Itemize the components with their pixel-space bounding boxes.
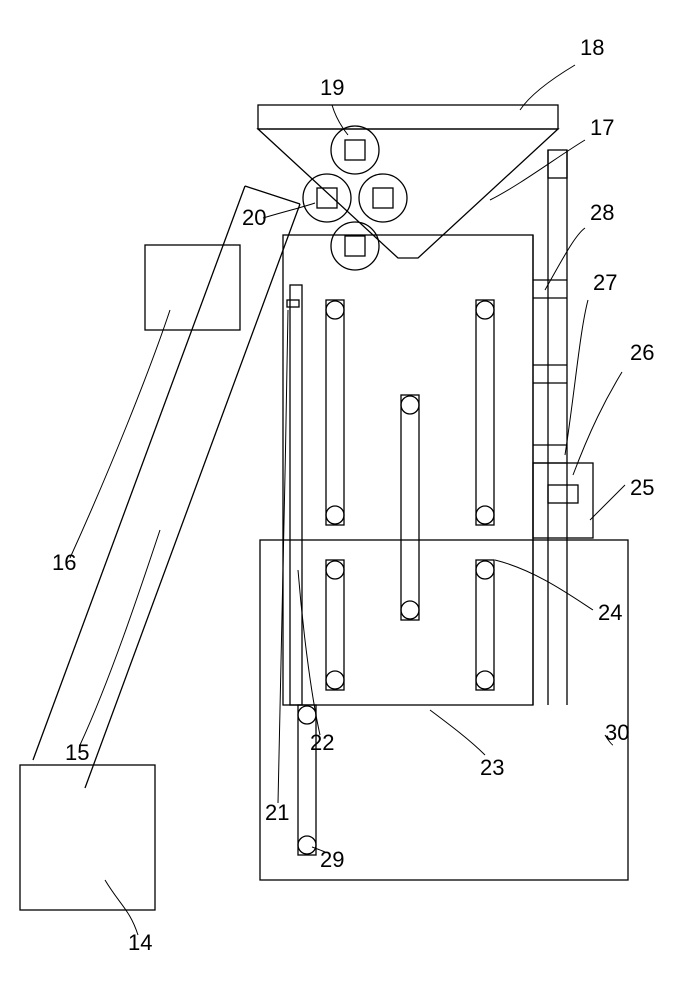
label-19: 19 bbox=[320, 75, 344, 100]
left-partition bbox=[290, 285, 302, 705]
label-16: 16 bbox=[52, 550, 76, 575]
right-stack bbox=[533, 150, 593, 705]
leaders bbox=[70, 65, 625, 935]
label-23: 23 bbox=[480, 755, 504, 780]
label-20: 20 bbox=[242, 205, 266, 230]
belt-assemblies bbox=[326, 300, 494, 690]
rollers bbox=[303, 126, 407, 270]
motor-block bbox=[145, 245, 240, 330]
belt-upper-left bbox=[326, 300, 344, 525]
label-27: 27 bbox=[593, 270, 617, 295]
belt-lower-left bbox=[326, 560, 344, 690]
label-29: 29 bbox=[320, 847, 344, 872]
belt-lower-right bbox=[476, 560, 494, 690]
label-21: 21 bbox=[265, 800, 289, 825]
main-chamber bbox=[283, 235, 533, 705]
label-15: 15 bbox=[65, 740, 89, 765]
label-26: 26 bbox=[630, 340, 654, 365]
side-port bbox=[287, 300, 299, 307]
labels: 14 15 16 17 18 19 20 21 22 23 24 25 26 2… bbox=[52, 35, 654, 955]
bottom-outlet bbox=[298, 705, 316, 855]
label-24: 24 bbox=[598, 600, 622, 625]
label-30: 30 bbox=[605, 720, 629, 745]
collection-box bbox=[20, 765, 155, 910]
top-plate bbox=[258, 105, 558, 129]
diagram: 14 15 16 17 18 19 20 21 22 23 24 25 26 2… bbox=[0, 0, 692, 1000]
belt-middle bbox=[401, 395, 419, 620]
label-22: 22 bbox=[310, 730, 334, 755]
label-18: 18 bbox=[580, 35, 604, 60]
label-25: 25 bbox=[630, 475, 654, 500]
belt-upper-right bbox=[476, 300, 494, 525]
label-14: 14 bbox=[128, 930, 152, 955]
label-28: 28 bbox=[590, 200, 614, 225]
label-17: 17 bbox=[590, 115, 614, 140]
